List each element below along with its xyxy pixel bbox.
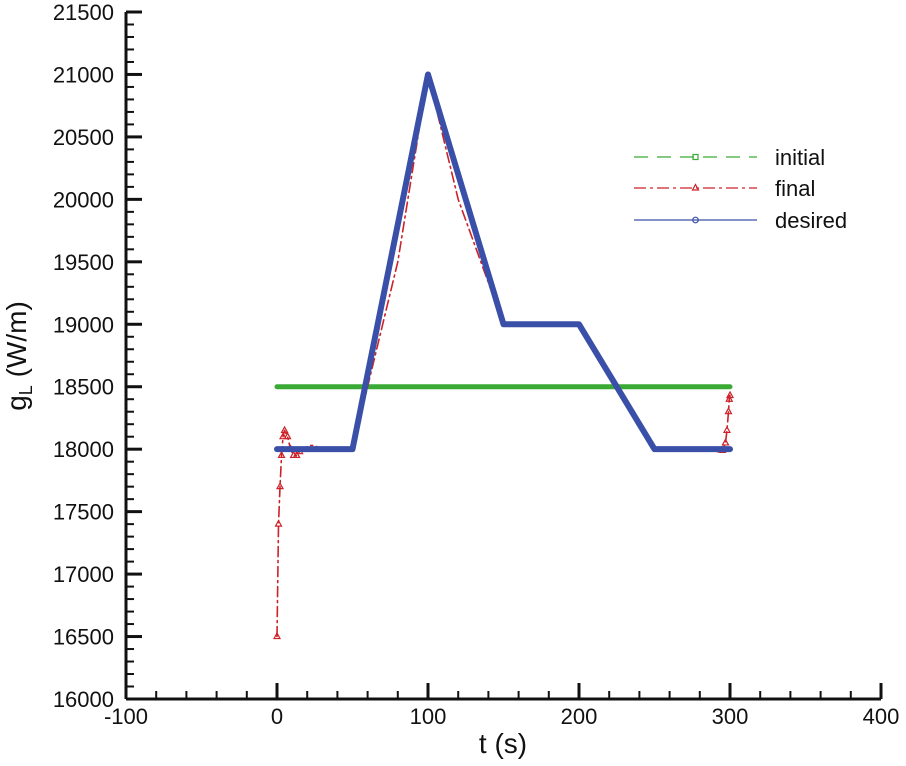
series-final (272, 73, 735, 640)
final-point-marker (292, 450, 301, 459)
y-tick-label: 19500 (53, 250, 114, 275)
y-tick-label: 17000 (53, 562, 114, 587)
y-tick-label: 20500 (53, 125, 114, 150)
ticks-layer (124, 10, 883, 701)
y-tick-label: 17500 (53, 500, 114, 525)
x-tick-label: 0 (271, 704, 283, 729)
y-tick-label: 18000 (53, 437, 114, 462)
x-axis-title: t (s) (479, 728, 527, 759)
y-tick-label: 18500 (53, 375, 114, 400)
y-tick-label: 16500 (53, 625, 114, 650)
series-line-desired (274, 71, 733, 453)
final-point-marker (277, 450, 286, 459)
y-tick-label: 19000 (53, 312, 114, 337)
series-line-final (276, 73, 731, 638)
final-point-marker (283, 431, 292, 440)
legend-label-initial: initial (775, 145, 825, 170)
final-point-marker (280, 425, 289, 434)
y-axis-title: gL (W/m) (1, 301, 36, 411)
x-tick-label: 400 (863, 704, 900, 729)
y-axis-title-unit: (W/m) (1, 301, 32, 385)
y-tick-label: 16000 (53, 687, 114, 712)
axes-layer (124, 12, 881, 701)
legend-item-final: final (634, 176, 815, 201)
x-tick-label: 200 (561, 704, 598, 729)
y-tick-label: 20000 (53, 187, 114, 212)
final-point-marker (279, 431, 288, 440)
legend: initial final desired (634, 145, 847, 233)
series-desired (274, 71, 733, 453)
final-point-marker (724, 406, 733, 415)
x-tick-label: 100 (410, 704, 447, 729)
final-point-marker (725, 390, 735, 399)
y-tick-label: 21000 (53, 62, 114, 87)
legend-marker-circle (692, 216, 699, 224)
series-layer (272, 71, 735, 640)
legend-label-final: final (775, 176, 815, 201)
x-tick-label: -100 (104, 704, 148, 729)
legend-label-desired: desired (775, 208, 847, 233)
final-point-marker (272, 631, 282, 640)
y-axis-title-main: g (1, 395, 32, 411)
y-tick-label: 21500 (53, 0, 114, 25)
legend-marker-square (692, 153, 699, 161)
final-point-marker (274, 519, 283, 527)
x-tick-label: 300 (712, 704, 749, 729)
legend-marker-triangle (691, 183, 700, 191)
y-axis-title-sub: L (16, 385, 36, 395)
legend-item-desired: desired (634, 208, 847, 233)
final-point-marker (721, 438, 730, 446)
final-point-marker (722, 425, 731, 434)
labels-layer: -100 0 100 200 300 400 16000 16500 17000 17500 180… (53, 0, 900, 729)
final-point-marker (276, 481, 285, 490)
legend-item-initial: initial (634, 145, 825, 170)
final-point-marker (725, 394, 734, 402)
